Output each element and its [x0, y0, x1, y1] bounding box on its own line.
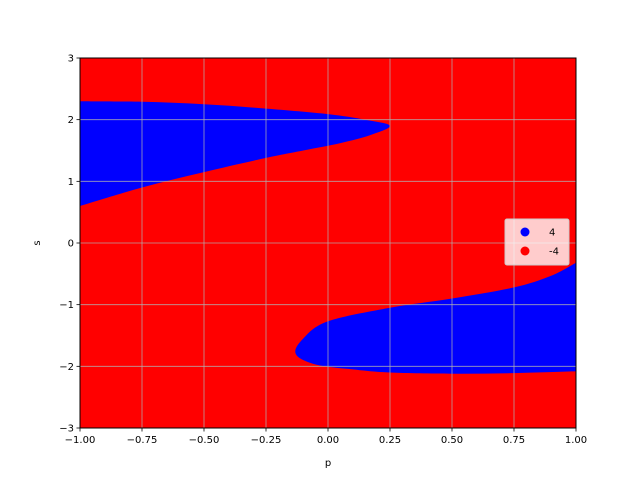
y-tick-label: 3: [68, 54, 74, 65]
y-tick-label: −1: [59, 300, 74, 311]
x-axis-ticks: −1.00 −0.75 −0.50 −0.25 0.00 0.25 0.50 0.75 1.00: [65, 428, 587, 446]
region-upper-value-4: [80, 101, 391, 206]
y-tick-label: 0: [68, 239, 74, 250]
x-tick-label: −0.25: [251, 435, 282, 446]
legend-label-4: 4: [549, 228, 555, 239]
x-axis-label: p: [325, 458, 331, 469]
y-axis-label: s: [32, 240, 43, 245]
legend-label-neg4: -4: [549, 247, 559, 258]
legend-marker-neg4: [520, 246, 530, 256]
x-tick-label: 0.25: [379, 435, 401, 446]
y-tick-label: 1: [68, 177, 74, 188]
x-tick-label: −0.75: [127, 435, 158, 446]
legend-marker-4: [520, 227, 530, 237]
x-tick-label: 0.75: [503, 435, 525, 446]
x-tick-label: −1.00: [65, 435, 96, 446]
y-tick-label: −3: [59, 424, 74, 435]
y-tick-label: 2: [68, 115, 74, 126]
x-tick-label: 0.50: [441, 435, 463, 446]
y-tick-label: −2: [59, 362, 74, 373]
x-tick-label: −0.50: [189, 435, 220, 446]
y-axis-ticks: −3 −2 −1 0 1 2 3: [59, 54, 80, 435]
x-tick-label: 1.00: [565, 435, 587, 446]
x-tick-label: 0.00: [317, 435, 339, 446]
legend-box: [504, 218, 570, 266]
legend: 4 -4: [504, 218, 570, 266]
region-lower-value-4: [295, 262, 576, 374]
